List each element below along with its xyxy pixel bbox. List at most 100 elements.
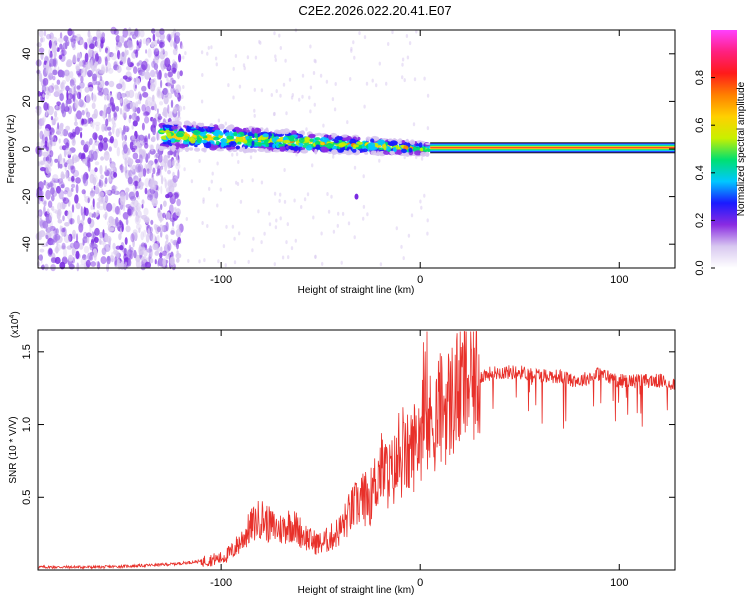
- noise-blob: [71, 84, 74, 94]
- signal-blob: [194, 144, 198, 148]
- noise-blob: [82, 118, 88, 125]
- noise-blob: [61, 145, 67, 151]
- noise-blob: [160, 79, 163, 89]
- noise-blob: [40, 37, 44, 43]
- noise-blob: [102, 214, 108, 219]
- noise-blob: [149, 226, 153, 233]
- noise-blob: [118, 127, 123, 134]
- noise-blob: [97, 91, 104, 96]
- noise-blob: [235, 152, 239, 157]
- noise-blob: [72, 30, 75, 37]
- signal-blob: [298, 137, 305, 144]
- signal-blob: [265, 127, 269, 133]
- noise-blob: [76, 110, 82, 120]
- noise-blob: [86, 159, 91, 168]
- signal-blob: [272, 143, 276, 149]
- noise-blob: [93, 236, 99, 243]
- noise-blob: [166, 250, 171, 259]
- noise-blob: [275, 89, 278, 94]
- y-tick-label: 0.5: [21, 490, 33, 505]
- noise-blob: [58, 189, 64, 200]
- noise-blob: [100, 256, 107, 265]
- noise-blob: [115, 44, 119, 52]
- noise-blob: [282, 82, 286, 87]
- noise-blob: [163, 200, 167, 207]
- noise-blob: [111, 185, 118, 191]
- noise-blob: [88, 86, 94, 92]
- noise-blob: [91, 93, 97, 103]
- noise-blob: [413, 77, 417, 82]
- signal-blob: [171, 125, 178, 130]
- noise-blob: [177, 169, 180, 179]
- noise-blob: [135, 190, 139, 198]
- signal-blob: [333, 139, 339, 144]
- noise-blob: [151, 197, 158, 207]
- signal-blob: [216, 148, 225, 152]
- noise-blob: [202, 197, 205, 202]
- noise-blob: [123, 112, 127, 121]
- noise-blob: [138, 144, 142, 153]
- noise-blob: [56, 101, 61, 106]
- noise-blob: [142, 38, 147, 45]
- noise-blob: [149, 79, 152, 84]
- noise-blob: [100, 40, 104, 49]
- noise-blob: [132, 238, 135, 248]
- signal-blob: [288, 145, 294, 150]
- noise-blob: [169, 204, 174, 215]
- signal-blob: [331, 149, 338, 155]
- noise-blob: [144, 187, 148, 195]
- signal-blob: [351, 148, 357, 153]
- signal-blob: [400, 144, 405, 148]
- noise-blob: [80, 75, 84, 83]
- noise-blob: [395, 226, 398, 231]
- noise-blob: [420, 156, 424, 161]
- noise-blob: [60, 184, 65, 189]
- noise-blob: [135, 211, 138, 216]
- noise-blob: [190, 179, 194, 184]
- noise-blob: [65, 149, 68, 156]
- noise-blob: [44, 140, 48, 148]
- noise-blob: [183, 167, 186, 172]
- noise-blob: [141, 246, 146, 252]
- noise-blob: [76, 85, 81, 90]
- signal-blob: [305, 145, 313, 151]
- noise-blob: [242, 63, 246, 68]
- noise-blob: [71, 204, 75, 213]
- noise-blob: [44, 263, 49, 271]
- signal-blob: [193, 122, 197, 128]
- noise-blob: [322, 123, 325, 128]
- noise-blob: [153, 39, 158, 47]
- noise-blob: [123, 125, 126, 135]
- noise-blob: [140, 263, 146, 271]
- noise-blob: [79, 264, 86, 269]
- noise-blob: [116, 146, 121, 157]
- noise-blob: [68, 233, 73, 242]
- signal-blob: [203, 126, 209, 129]
- noise-blob: [101, 112, 107, 119]
- noise-blob: [95, 81, 101, 86]
- noise-blob: [121, 131, 125, 141]
- noise-blob: [93, 95, 97, 102]
- signal-blob: [352, 144, 357, 149]
- noise-blob: [132, 229, 138, 236]
- signal-blob: [175, 142, 180, 147]
- noise-blob: [127, 249, 133, 258]
- noise-blob: [157, 207, 161, 213]
- noise-blob: [309, 85, 313, 90]
- noise-blob: [109, 136, 114, 144]
- noise-blob: [90, 59, 93, 69]
- noise-blob: [121, 35, 125, 43]
- signal-blob: [194, 147, 201, 152]
- noise-blob: [162, 87, 168, 96]
- noise-blob: [116, 65, 122, 73]
- noise-blob: [68, 132, 73, 138]
- noise-blob: [89, 43, 95, 49]
- noise-blob: [210, 45, 213, 50]
- noise-blob: [80, 206, 83, 216]
- noise-blob: [89, 138, 93, 145]
- noise-blob: [55, 245, 59, 254]
- noise-blob: [109, 157, 112, 164]
- noise-blob: [350, 46, 353, 51]
- noise-blob: [156, 131, 159, 141]
